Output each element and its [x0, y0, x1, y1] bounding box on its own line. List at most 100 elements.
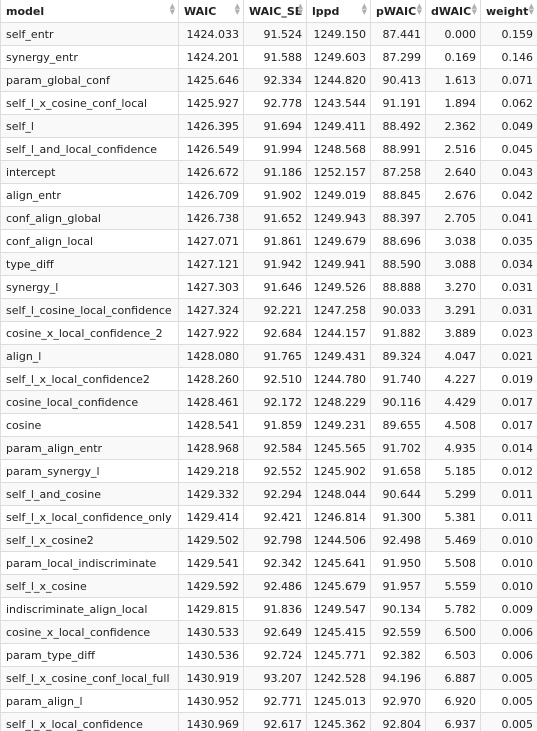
- cell-waic: 1428.080: [178, 344, 244, 368]
- cell-pwaic: 88.492: [370, 114, 426, 138]
- sort-arrows-icon[interactable]: ▲ ▼: [235, 3, 240, 16]
- table-row: self_l 1426.395 91.694 1249.411 88.492 2.362 0…: [0, 114, 537, 138]
- table-row: param_align_l 1430.952 92.771 1245.013 92.97…: [0, 689, 537, 713]
- column-header-dwaic[interactable]: dWAIC ▲ ▼: [425, 0, 481, 23]
- column-header-weight[interactable]: weight ▲ ▼: [480, 0, 537, 23]
- cell-weight: 0.159: [480, 22, 537, 46]
- column-header-lppd[interactable]: lppd ▲ ▼: [306, 0, 371, 23]
- cell-weight: 0.034: [480, 252, 537, 276]
- cell-weight: 0.010: [480, 528, 537, 552]
- cell-dwaic: 4.047: [425, 344, 481, 368]
- sort-arrows-icon[interactable]: ▲ ▼: [361, 2, 367, 16]
- cell-waic-se: 91.588: [243, 45, 307, 69]
- cell-waic: 1424.201: [178, 45, 244, 69]
- cell-lppd: 1244.157: [306, 321, 371, 345]
- table-row: conf_align_local 1427.071 91.861 1249.679 88…: [0, 229, 537, 253]
- cell-dwaic: 4.935: [425, 436, 481, 460]
- cell-dwaic: 1.613: [425, 68, 481, 92]
- cell-model: self_l_and_cosine: [0, 482, 179, 506]
- cell-waic: 1429.541: [178, 551, 244, 575]
- cell-waic-se: 92.172: [243, 390, 307, 414]
- table-row: self_l_cosine_local_confidence 1427.324 92…: [0, 298, 537, 322]
- table-row: self_l_x_cosine2 1429.502 92.798 1244.506 92…: [0, 528, 537, 552]
- cell-pwaic: 88.991: [370, 137, 426, 161]
- cell-waic: 1428.461: [178, 390, 244, 414]
- cell-waic: 1430.536: [178, 643, 244, 667]
- sort-arrows-icon[interactable]: ▲ ▼: [417, 3, 422, 16]
- cell-lppd: 1245.902: [306, 459, 371, 483]
- sort-ascending-icon: ▲: [297, 2, 303, 10]
- cell-waic: 1425.646: [178, 68, 244, 92]
- cell-dwaic: 3.291: [425, 298, 481, 322]
- sort-descending-icon: ▼: [169, 8, 175, 16]
- table-row: self_l_x_local_confidence2 1428.260 92.510…: [0, 367, 537, 391]
- cell-pwaic: 90.413: [370, 68, 426, 92]
- cell-lppd: 1245.679: [306, 574, 371, 598]
- cell-model: param_align_entr: [0, 436, 179, 460]
- cell-model: self_l_x_local_confidence: [0, 712, 179, 731]
- cell-weight: 0.035: [480, 229, 537, 253]
- cell-model: param_synergy_l: [0, 459, 179, 483]
- cell-dwaic: 5.185: [425, 459, 481, 483]
- sort-descending-icon: ▼: [361, 8, 367, 16]
- cell-waic-se: 91.836: [243, 597, 307, 621]
- cell-weight: 0.006: [480, 643, 537, 667]
- sort-ascending-icon: ▲: [361, 2, 367, 10]
- cell-waic: 1430.952: [178, 689, 244, 713]
- cell-model: param_global_conf: [0, 68, 179, 92]
- cell-waic: 1427.922: [178, 321, 244, 345]
- cell-waic: 1424.033: [178, 22, 244, 46]
- cell-dwaic: 2.705: [425, 206, 481, 230]
- cell-weight: 0.019: [480, 367, 537, 391]
- sort-arrows-icon[interactable]: ▲ ▼: [169, 3, 175, 16]
- table-row: self_entr 1424.033 91.524 1249.150 87.441 0.0…: [0, 22, 537, 46]
- sort-descending-icon: ▼: [297, 8, 303, 16]
- cell-pwaic: 88.888: [370, 275, 426, 299]
- sort-arrows-icon[interactable]: ▲ ▼: [472, 3, 477, 16]
- cell-weight: 0.042: [480, 183, 537, 207]
- cell-weight: 0.005: [480, 666, 537, 690]
- cell-pwaic: 90.134: [370, 597, 426, 621]
- column-header-waic[interactable]: WAIC ▲ ▼: [178, 0, 244, 23]
- cell-weight: 0.010: [480, 574, 537, 598]
- cell-weight: 0.012: [480, 459, 537, 483]
- cell-model: cosine_local_confidence: [0, 390, 179, 414]
- table-row: param_global_conf 1425.646 92.334 1244.820 9…: [0, 68, 537, 92]
- cell-waic-se: 92.584: [243, 436, 307, 460]
- cell-lppd: 1245.771: [306, 643, 371, 667]
- cell-pwaic: 92.498: [370, 528, 426, 552]
- table-row: conf_align_global 1426.738 91.652 1249.943 8…: [0, 206, 537, 230]
- cell-model: align_l: [0, 344, 179, 368]
- cell-waic-se: 92.778: [243, 91, 307, 115]
- cell-model: param_local_indiscriminate: [0, 551, 179, 575]
- cell-pwaic: 91.957: [370, 574, 426, 598]
- cell-model: cosine: [0, 413, 179, 437]
- cell-lppd: 1249.547: [306, 597, 371, 621]
- cell-dwaic: 2.640: [425, 160, 481, 184]
- cell-model: self_l_x_local_confidence_only: [0, 505, 179, 529]
- cell-dwaic: 6.887: [425, 666, 481, 690]
- cell-waic-se: 91.652: [243, 206, 307, 230]
- cell-pwaic: 91.740: [370, 367, 426, 391]
- column-header-waic-se[interactable]: WAIC_SE ▲ ▼: [243, 0, 307, 23]
- column-header-model[interactable]: model ▲ ▼: [0, 0, 179, 23]
- cell-weight: 0.045: [480, 137, 537, 161]
- cell-dwaic: 6.920: [425, 689, 481, 713]
- sort-arrows-icon[interactable]: ▲ ▼: [297, 2, 303, 16]
- column-header-pwaic[interactable]: pWAIC ▲ ▼: [370, 0, 426, 23]
- column-header-label: lppd: [312, 4, 340, 18]
- sort-arrows-icon[interactable]: ▲ ▼: [529, 3, 534, 16]
- cell-model: conf_align_local: [0, 229, 179, 253]
- cell-dwaic: 5.381: [425, 505, 481, 529]
- cell-waic: 1427.324: [178, 298, 244, 322]
- cell-dwaic: 5.559: [425, 574, 481, 598]
- cell-waic-se: 92.486: [243, 574, 307, 598]
- cell-weight: 0.014: [480, 436, 537, 460]
- column-header-label: WAIC_SE: [249, 4, 303, 18]
- cell-lppd: 1249.411: [306, 114, 371, 138]
- cell-weight: 0.146: [480, 45, 537, 69]
- cell-pwaic: 90.116: [370, 390, 426, 414]
- cell-lppd: 1249.019: [306, 183, 371, 207]
- cell-lppd: 1248.044: [306, 482, 371, 506]
- cell-lppd: 1244.780: [306, 367, 371, 391]
